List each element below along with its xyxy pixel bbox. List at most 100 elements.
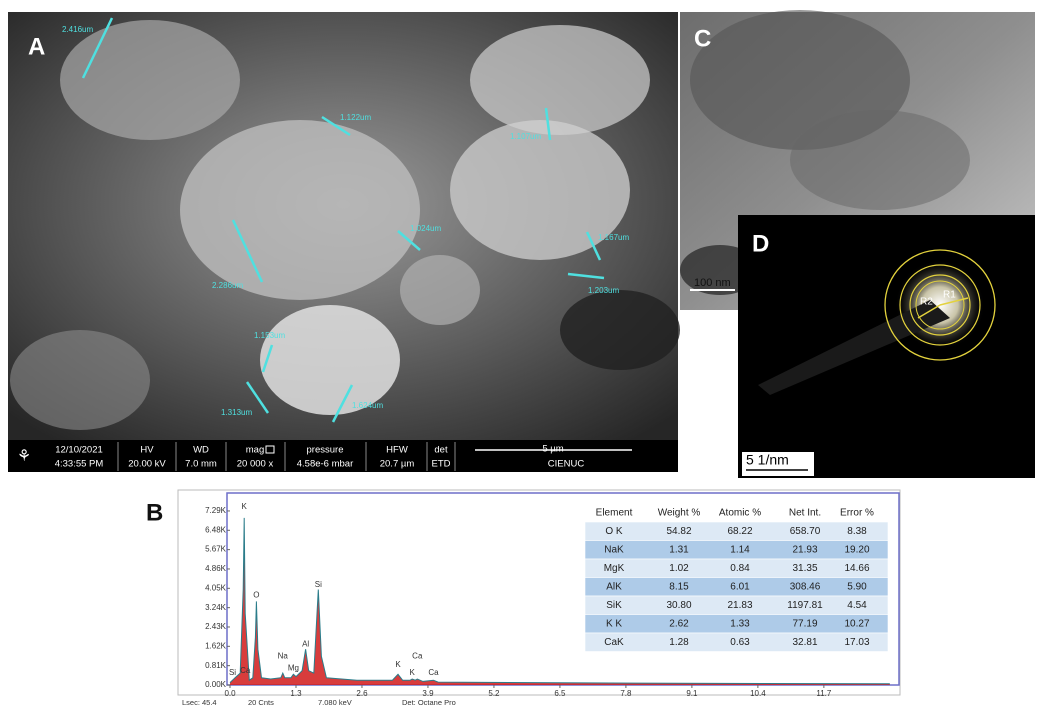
x-tick-label: 10.4 [750, 689, 766, 698]
x-tick-label: 3.9 [422, 689, 434, 698]
table-cell: K K [606, 619, 622, 630]
peak-label: Si [315, 580, 322, 589]
table-cell: 1.28 [669, 637, 689, 648]
table-cell: MgK [604, 563, 625, 574]
ring-label: R2 [920, 297, 933, 308]
table-cell: 10.27 [844, 619, 869, 630]
table-cell: 68.22 [727, 526, 752, 537]
peak-label: K [395, 660, 401, 669]
info-label: mag [246, 445, 264, 456]
scale-label: 5 µm [542, 444, 563, 455]
y-tick-label: 5.67K [205, 545, 227, 554]
panel-label: A [28, 33, 45, 60]
ring-label: R1 [943, 290, 956, 301]
peak-label: Al [302, 640, 309, 649]
peak-label: K [242, 502, 248, 511]
y-tick-label: 6.48K [205, 525, 227, 534]
info-value: 20 000 x [237, 459, 274, 470]
table-header: Element [596, 508, 633, 519]
info-value: 20.7 µm [380, 459, 415, 470]
info-label: pressure [307, 445, 344, 456]
panel-label: D [752, 230, 769, 257]
table-cell: 32.81 [792, 637, 817, 648]
panel-label: B [146, 499, 163, 526]
table-cell: 1.02 [669, 563, 689, 574]
info-value: 4.58e-6 mbar [297, 459, 354, 470]
x-tick-label: 0.0 [224, 689, 236, 698]
y-tick-label: 3.24K [205, 603, 227, 612]
sem-image [8, 12, 680, 440]
info-value: 4:33:55 PM [55, 459, 104, 470]
table-cell: 31.35 [792, 563, 817, 574]
table-cell: 0.84 [730, 563, 750, 574]
table-header: Weight % [658, 508, 701, 519]
footer-text: Lsec: 45.4 [182, 698, 217, 707]
table-cell: 21.83 [727, 600, 752, 611]
table-cell: NaK [604, 545, 624, 556]
table-cell: 2.62 [669, 619, 689, 630]
y-tick-label: 0.81K [205, 661, 227, 670]
table-cell: O K [605, 526, 623, 537]
table-cell: 17.03 [844, 637, 869, 648]
table-cell: 8.38 [847, 526, 867, 537]
x-tick-label: 1.3 [290, 689, 302, 698]
peak-label: Na [278, 651, 289, 660]
footer-text: Det: Octane Pro [402, 698, 456, 707]
table-cell: 6.01 [730, 582, 750, 593]
scale-label: 100 nm [694, 277, 731, 289]
y-tick-label: 2.43K [205, 622, 227, 631]
table-cell: 5.90 [847, 582, 867, 593]
table-header: Atomic % [719, 508, 761, 519]
info-label: det [434, 445, 448, 456]
measure-label: 2.416um [62, 25, 93, 34]
info-label: WD [193, 445, 209, 456]
footer-text: 7.080 keV [318, 698, 352, 707]
measure-label: 1.624um [352, 401, 383, 410]
lab-name: CIENUC [548, 459, 585, 470]
y-tick-label: 1.62K [205, 641, 227, 650]
measure-label: 1.153um [254, 331, 285, 340]
measure-label: 1.313um [221, 408, 252, 417]
peak-label: Si [229, 668, 236, 677]
measure-label: 2.286um [212, 281, 243, 290]
y-tick-label: 4.86K [205, 564, 227, 573]
x-tick-label: 5.2 [488, 689, 500, 698]
peak-label: Mg [288, 663, 299, 672]
diffraction-image [738, 215, 1035, 478]
measure-label: 1.167um [598, 233, 629, 242]
table-cell: 14.66 [844, 563, 869, 574]
peak-label: K [410, 668, 416, 677]
table-cell: 1.33 [730, 619, 750, 630]
x-tick-label: 7.8 [620, 689, 632, 698]
measure-label: 1.203um [588, 286, 619, 295]
x-tick-label: 9.1 [686, 689, 698, 698]
info-label: HV [140, 445, 154, 456]
table-cell: CaK [604, 637, 624, 648]
y-tick-label: 4.05K [205, 583, 227, 592]
table-cell: 308.46 [790, 582, 821, 593]
info-value: ETD [432, 459, 451, 470]
table-header: Error % [840, 508, 874, 519]
table-cell: 1197.81 [787, 600, 823, 611]
table-header: Net Int. [789, 508, 821, 519]
table-cell: 0.63 [730, 637, 750, 648]
peak-label: O [253, 591, 259, 600]
measure-label: 1.107um [510, 132, 541, 141]
figure: ACDB2.416um1.122um1.107um1.024um1.167um2… [0, 0, 1037, 708]
panel-label: C [694, 25, 711, 52]
icon: ⚘ [17, 448, 31, 465]
table-cell: 4.54 [847, 600, 867, 611]
table-cell: 1.14 [730, 545, 750, 556]
table-cell: 54.82 [666, 526, 691, 537]
table-cell: 8.15 [669, 582, 689, 593]
y-tick-label: 0.00K [205, 680, 227, 689]
peak-label: Ca [412, 651, 423, 660]
table-cell: 19.20 [844, 545, 869, 556]
info-label: HFW [386, 445, 408, 456]
measure-label: 1.122um [340, 113, 371, 122]
info-value: 7.0 mm [185, 459, 217, 470]
table-cell: 1.31 [669, 545, 689, 556]
peak-label: Ca [428, 668, 439, 677]
table-cell: 30.80 [666, 600, 691, 611]
y-tick-label: 7.29K [205, 506, 227, 515]
